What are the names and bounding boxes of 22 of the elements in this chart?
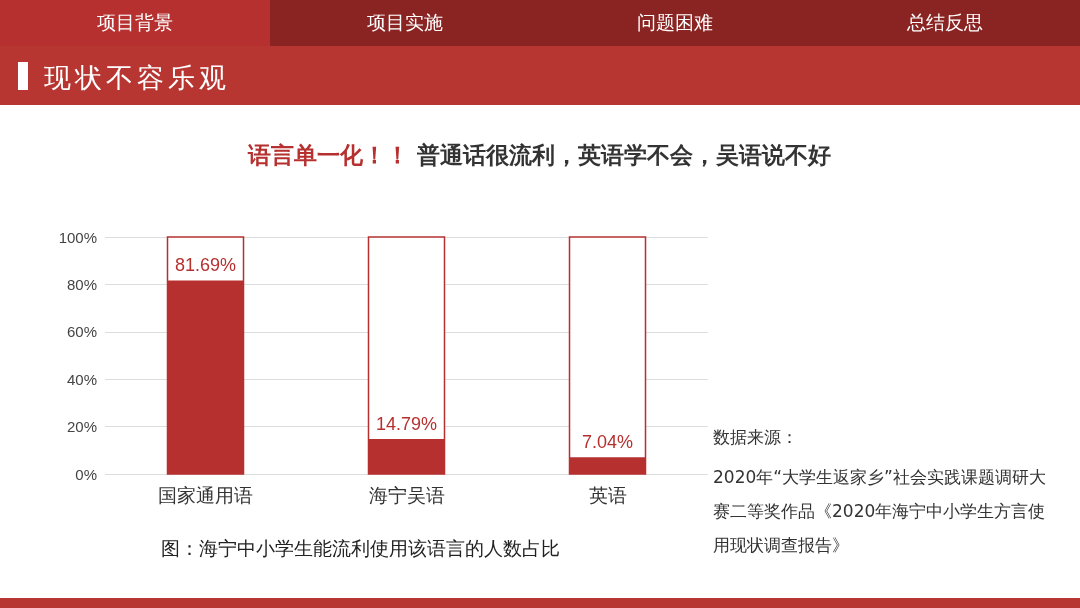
y-tick-label: 20%	[66, 418, 97, 436]
text: 总结反思	[906, 10, 984, 35]
source-note: 数据来源：	[713, 426, 798, 449]
text: 普通话很流利，英语学不会，吴语说不好	[416, 142, 832, 168]
y-tick-label: 100%	[58, 228, 97, 246]
y-tick-label: 40%	[66, 370, 97, 388]
text: 2020年“大学生返家乡”社会实践课题调研大赛二等奖作品《2020年海宁中小学生方言使用现状调查报告》	[713, 466, 1047, 557]
y-tick-label: 80%	[66, 275, 97, 293]
text: 项目背景	[96, 10, 174, 35]
y-tick-label: 60%	[66, 323, 97, 341]
x-tick-label: 国家通用语	[158, 485, 253, 506]
data-label: 7.04%	[581, 432, 634, 453]
chart-title: 现状不容乐观	[44, 61, 230, 95]
x-tick-label: 海宁吴语	[368, 485, 445, 506]
text: 图：海宁中小学生能流利使用该语言的人数占比	[159, 536, 561, 561]
data-label: 81.69%	[174, 255, 237, 276]
text: 语言单一化！！	[248, 142, 410, 168]
text: 项目实施	[366, 10, 444, 35]
y-tick-label: 0%	[75, 465, 97, 483]
data-label: 14.79%	[375, 413, 438, 434]
x-tick-label: 英语	[588, 485, 627, 506]
text: 问题困难	[636, 10, 714, 35]
